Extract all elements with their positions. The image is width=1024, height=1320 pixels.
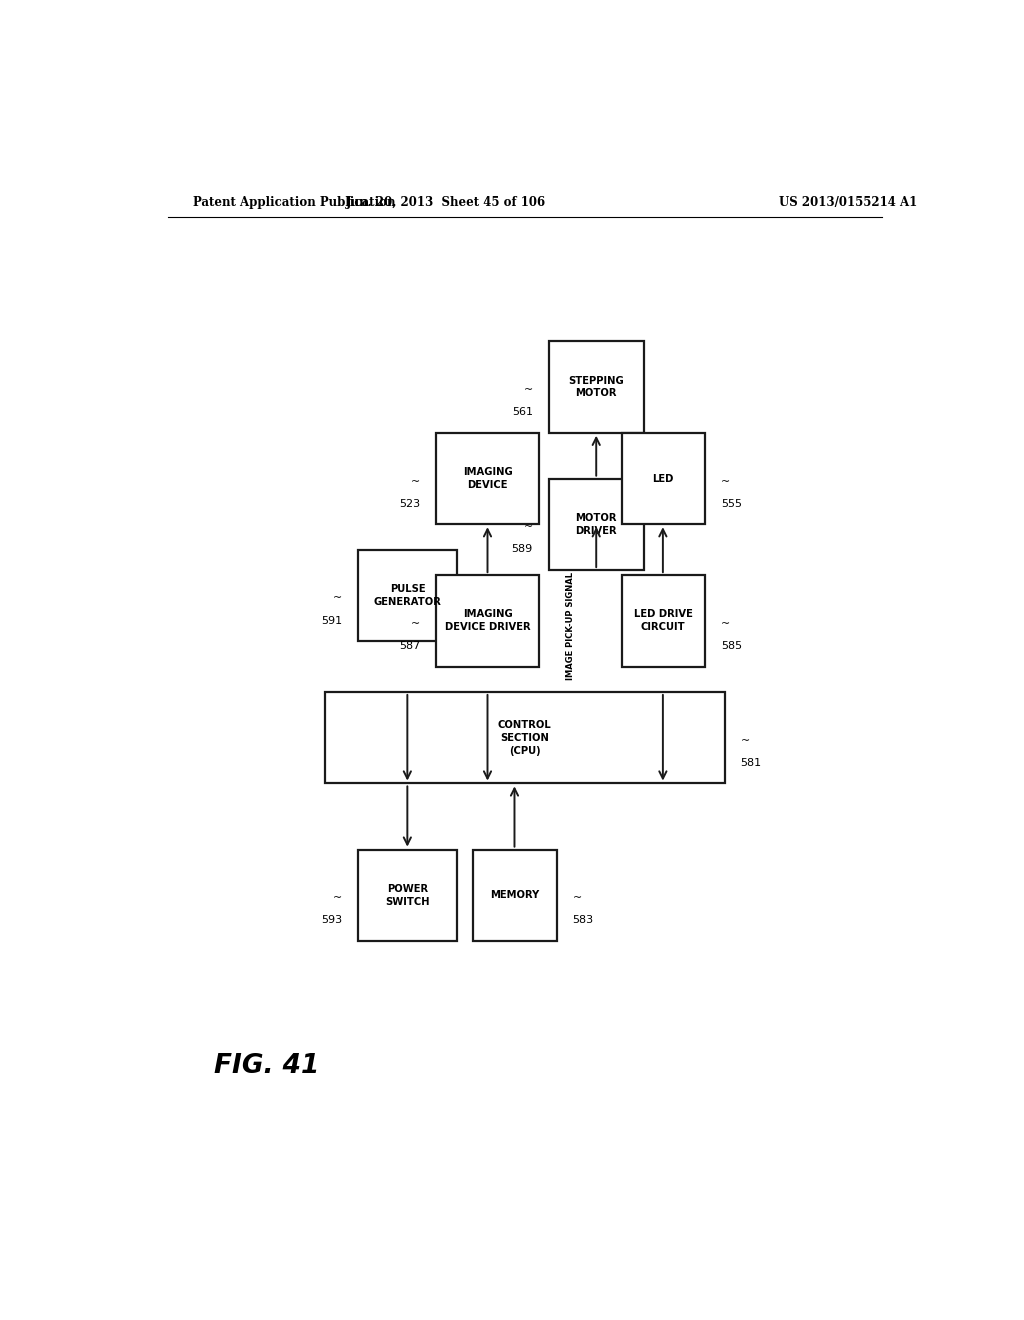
Text: Jun. 20, 2013  Sheet 45 of 106: Jun. 20, 2013 Sheet 45 of 106 <box>345 195 546 209</box>
Bar <box>358 549 458 642</box>
Text: 561: 561 <box>512 407 532 417</box>
Text: 585: 585 <box>721 642 742 651</box>
Text: ~: ~ <box>523 523 532 532</box>
Text: 589: 589 <box>511 544 532 554</box>
Text: 593: 593 <box>322 915 342 925</box>
Text: LED DRIVE
CIRCUIT: LED DRIVE CIRCUIT <box>634 610 692 632</box>
Text: ~: ~ <box>333 894 342 903</box>
Bar <box>436 576 539 667</box>
Bar <box>549 342 644 433</box>
Text: STEPPING
MOTOR: STEPPING MOTOR <box>568 376 624 399</box>
Text: PULSE
GENERATOR: PULSE GENERATOR <box>374 583 441 607</box>
Text: 583: 583 <box>572 915 594 925</box>
Bar <box>622 433 705 524</box>
Text: ~: ~ <box>721 619 730 628</box>
Bar <box>622 576 705 667</box>
Text: 555: 555 <box>721 499 741 508</box>
Text: Patent Application Publication: Patent Application Publication <box>194 195 395 209</box>
Text: ~: ~ <box>572 894 582 903</box>
Text: IMAGING
DEVICE: IMAGING DEVICE <box>463 467 512 490</box>
Bar <box>325 692 725 784</box>
Text: US 2013/0155214 A1: US 2013/0155214 A1 <box>778 195 918 209</box>
Text: ~: ~ <box>523 385 532 395</box>
Text: 587: 587 <box>398 642 420 651</box>
Text: POWER
SWITCH: POWER SWITCH <box>385 884 430 907</box>
Text: IMAGE PICK-UP SIGNAL: IMAGE PICK-UP SIGNAL <box>566 572 575 680</box>
Text: ~: ~ <box>411 477 420 487</box>
Text: 581: 581 <box>740 758 762 768</box>
Text: ~: ~ <box>740 735 750 746</box>
Text: 523: 523 <box>399 499 420 508</box>
Bar <box>358 850 458 941</box>
Bar <box>549 479 644 570</box>
Text: FIG. 41: FIG. 41 <box>214 1053 319 1078</box>
Text: LED: LED <box>652 474 674 483</box>
Text: IMAGING
DEVICE DRIVER: IMAGING DEVICE DRIVER <box>444 610 530 632</box>
Text: ~: ~ <box>721 477 730 487</box>
Text: MEMORY: MEMORY <box>490 890 540 900</box>
Text: ~: ~ <box>333 594 342 603</box>
Text: MOTOR
DRIVER: MOTOR DRIVER <box>575 513 617 536</box>
Text: 591: 591 <box>322 615 342 626</box>
Text: CONTROL
SECTION
(CPU): CONTROL SECTION (CPU) <box>498 719 552 755</box>
Bar <box>436 433 539 524</box>
Bar <box>473 850 557 941</box>
Text: ~: ~ <box>411 619 420 628</box>
